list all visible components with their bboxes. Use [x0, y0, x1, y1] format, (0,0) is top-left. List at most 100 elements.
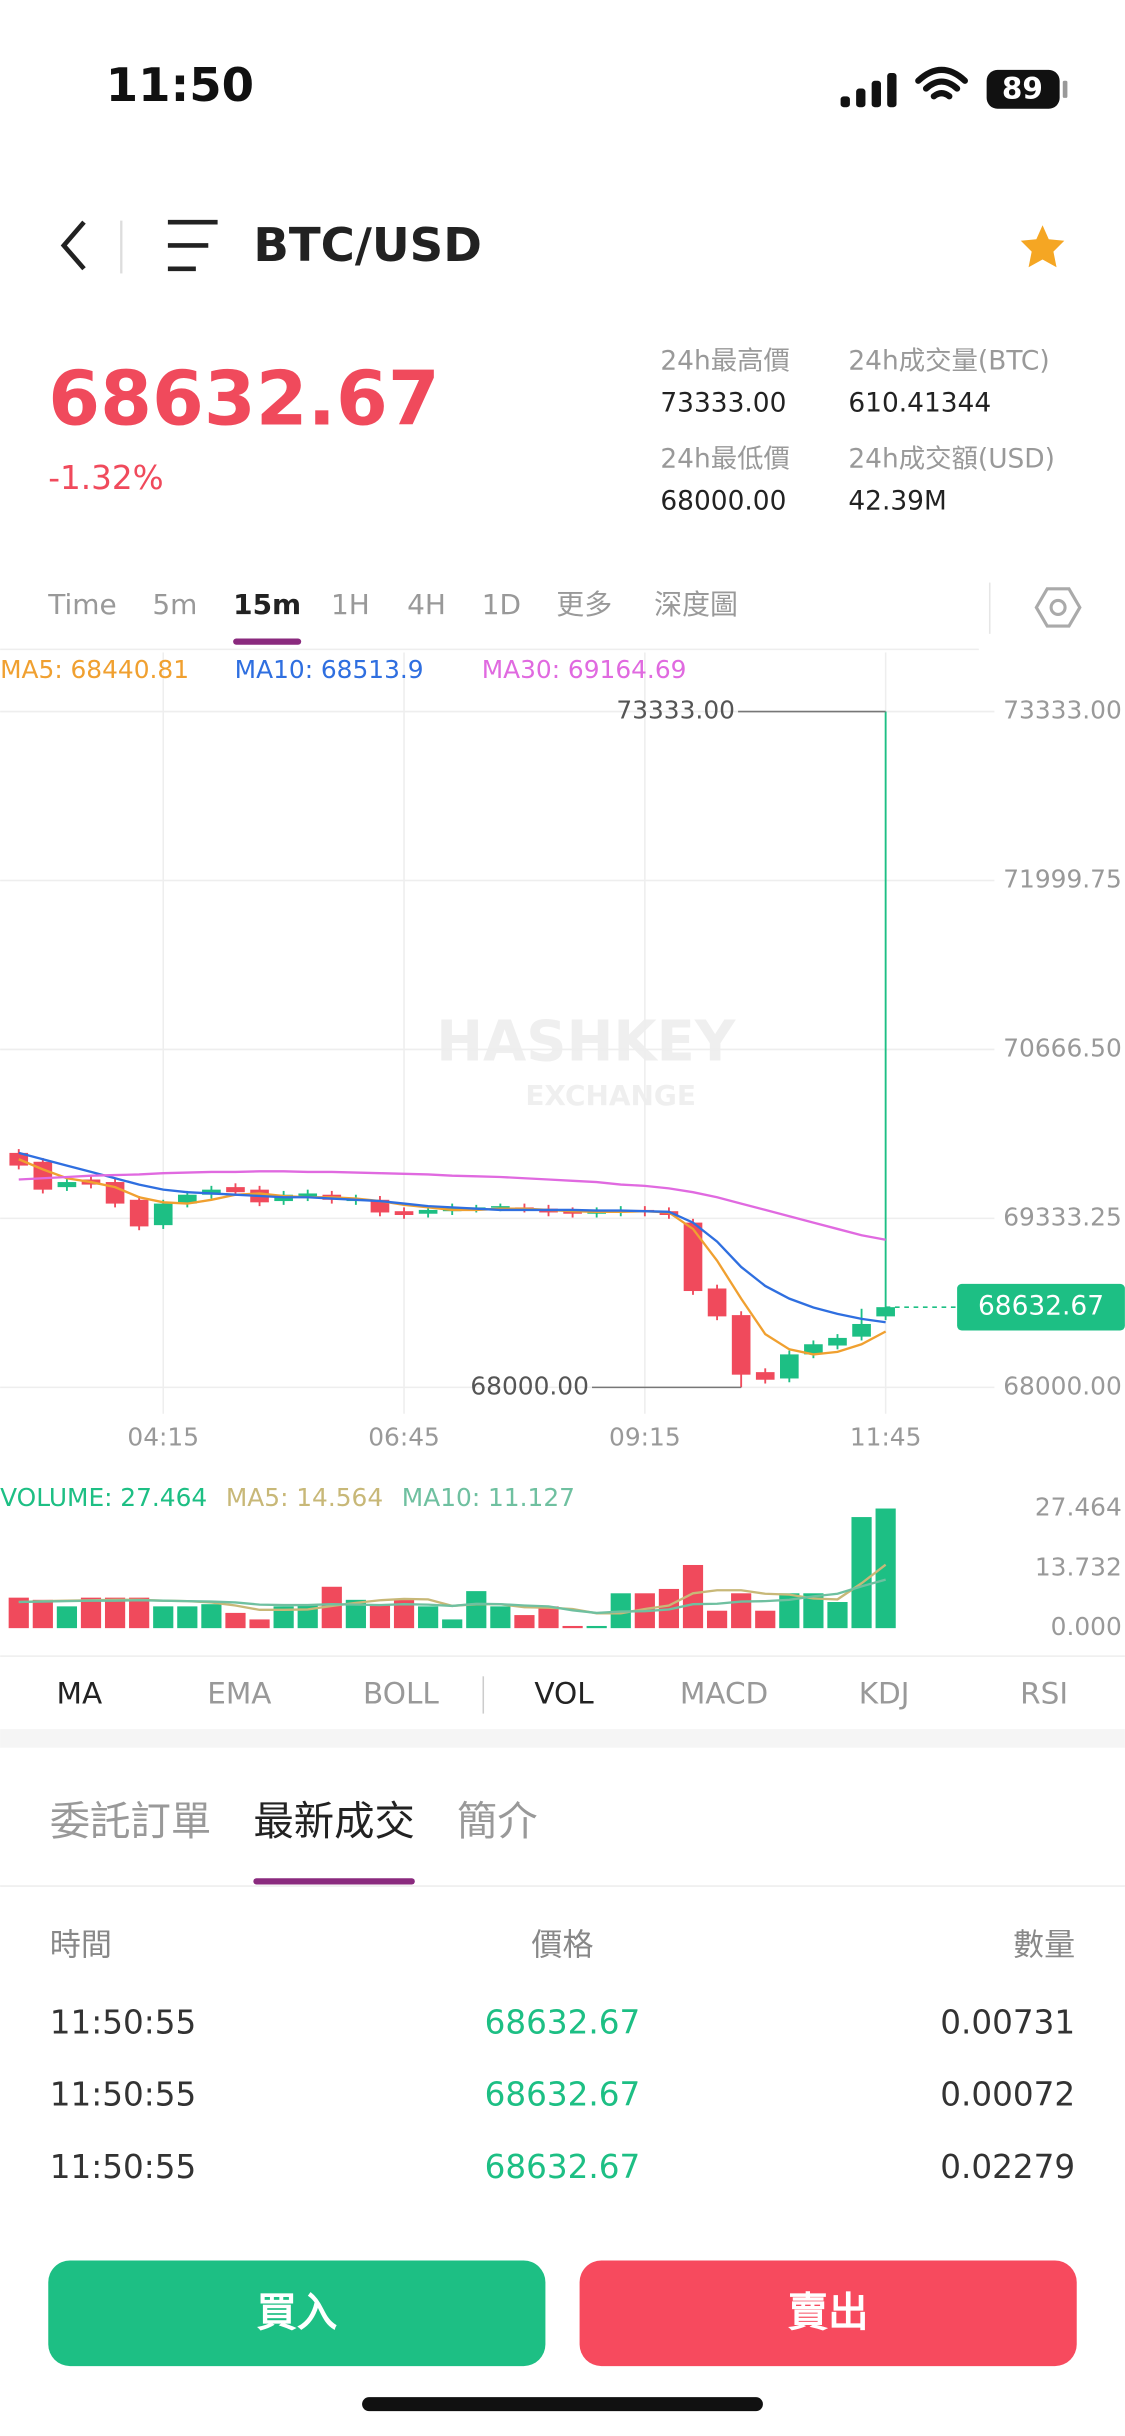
watermark: EXCHANGE	[525, 1079, 696, 1112]
legend-name: MA10:	[235, 655, 313, 684]
volume-bar	[273, 1606, 294, 1629]
ma-line	[18, 1578, 886, 1615]
x-tick-label: 09:15	[609, 1423, 681, 1452]
indicator-tab[interactable]: MACD	[680, 1676, 768, 1710]
trades-tab[interactable]: 委託訂單	[50, 1798, 211, 1845]
table-cell: 68632.67	[485, 2148, 641, 2186]
y-tick-label: 71999.75	[1003, 864, 1122, 893]
table-cell: 68632.67	[485, 2003, 641, 2041]
battery-level: 89	[1002, 72, 1043, 106]
candle-body	[394, 1211, 414, 1215]
legend-name: MA10:	[402, 1483, 480, 1512]
legend-name: VOLUME:	[0, 1483, 112, 1512]
volume-bar	[321, 1586, 342, 1629]
timeframe-tab[interactable]: 5m	[152, 588, 197, 621]
volume-bar	[731, 1593, 752, 1629]
sell-button[interactable]	[579, 2260, 1077, 2367]
table-cell: 11:50:55	[50, 2076, 196, 2114]
candle-body	[226, 1187, 245, 1193]
candle-body	[177, 1194, 197, 1204]
candle-body	[804, 1344, 823, 1355]
volume-bar	[8, 1597, 29, 1629]
timeframe-tab[interactable]: 深度圖	[654, 588, 738, 621]
battery-tip	[1062, 80, 1068, 98]
legend-value: 27.464	[120, 1483, 207, 1512]
candle-body	[202, 1189, 221, 1195]
back-button[interactable]	[60, 220, 86, 271]
stat-label: 24h最低價	[660, 443, 790, 474]
stat-value: 68000.00	[660, 485, 786, 516]
price-change: -1.32%	[48, 459, 163, 497]
menu-button[interactable]	[167, 219, 218, 272]
candle-body	[828, 1337, 847, 1346]
indicator-tab[interactable]: EMA	[207, 1676, 271, 1710]
tab-underline	[233, 638, 302, 645]
settings-button-center	[1049, 598, 1067, 616]
buy-label: 買入	[256, 2289, 337, 2336]
volume-bar	[875, 1508, 896, 1629]
table-header: 時間	[50, 1928, 112, 1964]
last-price-label: 68632.67	[978, 1291, 1104, 1322]
candle-body	[418, 1209, 438, 1214]
y-tick-label: 13.732	[1035, 1552, 1122, 1581]
timeframe-tab[interactable]: 1H	[331, 588, 370, 621]
y-tick-label: 68000.00	[1003, 1371, 1122, 1400]
stat-value: 610.41344	[848, 387, 991, 418]
volume-bar	[129, 1597, 150, 1629]
candle-body	[105, 1182, 125, 1204]
volume-bar	[779, 1593, 800, 1629]
table-cell: 11:50:55	[50, 2003, 196, 2041]
favorite-star[interactable]	[1020, 225, 1065, 268]
legend-name: MA5:	[226, 1483, 289, 1512]
trades-tab[interactable]: 簡介	[457, 1798, 538, 1845]
y-tick-label: 69333.25	[1003, 1202, 1122, 1231]
timeframe-tab[interactable]: 15m	[233, 588, 301, 621]
ma-line	[18, 1170, 886, 1241]
buy-button[interactable]	[48, 2260, 546, 2367]
indicator-tab[interactable]: VOL	[534, 1676, 594, 1710]
table-header: 價格	[531, 1928, 593, 1964]
table-cell: 0.02279	[940, 2148, 1075, 2186]
y-tick-label: 70666.50	[1003, 1033, 1122, 1062]
high-label: 73333.00	[616, 696, 735, 725]
candle-body	[491, 1206, 510, 1208]
legend-value: 14.564	[296, 1483, 383, 1512]
table-cell: 0.00072	[940, 2076, 1075, 2114]
stat-value: 42.39M	[848, 485, 946, 516]
indicator-tab[interactable]: MA	[57, 1676, 103, 1710]
timeframe-tab[interactable]: 更多	[556, 588, 612, 621]
volume-bar	[153, 1606, 174, 1629]
candle-body	[876, 1307, 895, 1317]
candle-body	[129, 1199, 149, 1227]
volume-bar	[225, 1612, 246, 1629]
settings-button[interactable]	[1034, 587, 1082, 628]
volume-bar	[803, 1593, 824, 1629]
indicator-tab[interactable]: RSI	[1020, 1676, 1068, 1710]
volume-bar	[755, 1610, 776, 1629]
volume-bar	[851, 1517, 872, 1629]
timeframe-tab[interactable]: 4H	[407, 588, 446, 621]
volume-bar	[827, 1602, 848, 1629]
ma-line	[18, 1158, 887, 1356]
timeframe-tab[interactable]: Time	[47, 588, 116, 621]
candle-body	[57, 1182, 77, 1188]
indicator-tab[interactable]: KDJ	[859, 1676, 910, 1710]
candle-body	[153, 1203, 173, 1226]
tab-underline	[253, 1878, 415, 1885]
timeframe-tab[interactable]: 1D	[482, 588, 521, 621]
candle-body	[755, 1372, 775, 1380]
candle-body	[33, 1161, 53, 1190]
volume-bar	[369, 1604, 391, 1629]
trades-tab[interactable]: 最新成交	[253, 1798, 414, 1845]
volume-bar	[345, 1599, 366, 1629]
volume-bar	[682, 1564, 704, 1629]
indicator-tab[interactable]: BOLL	[363, 1676, 439, 1710]
home-indicator	[362, 2397, 763, 2412]
ma-line	[18, 1151, 886, 1324]
volume-bar	[32, 1599, 53, 1629]
section-gap	[0, 1729, 1125, 1748]
legend-name: MA30:	[482, 655, 560, 684]
volume-bar	[177, 1606, 198, 1629]
